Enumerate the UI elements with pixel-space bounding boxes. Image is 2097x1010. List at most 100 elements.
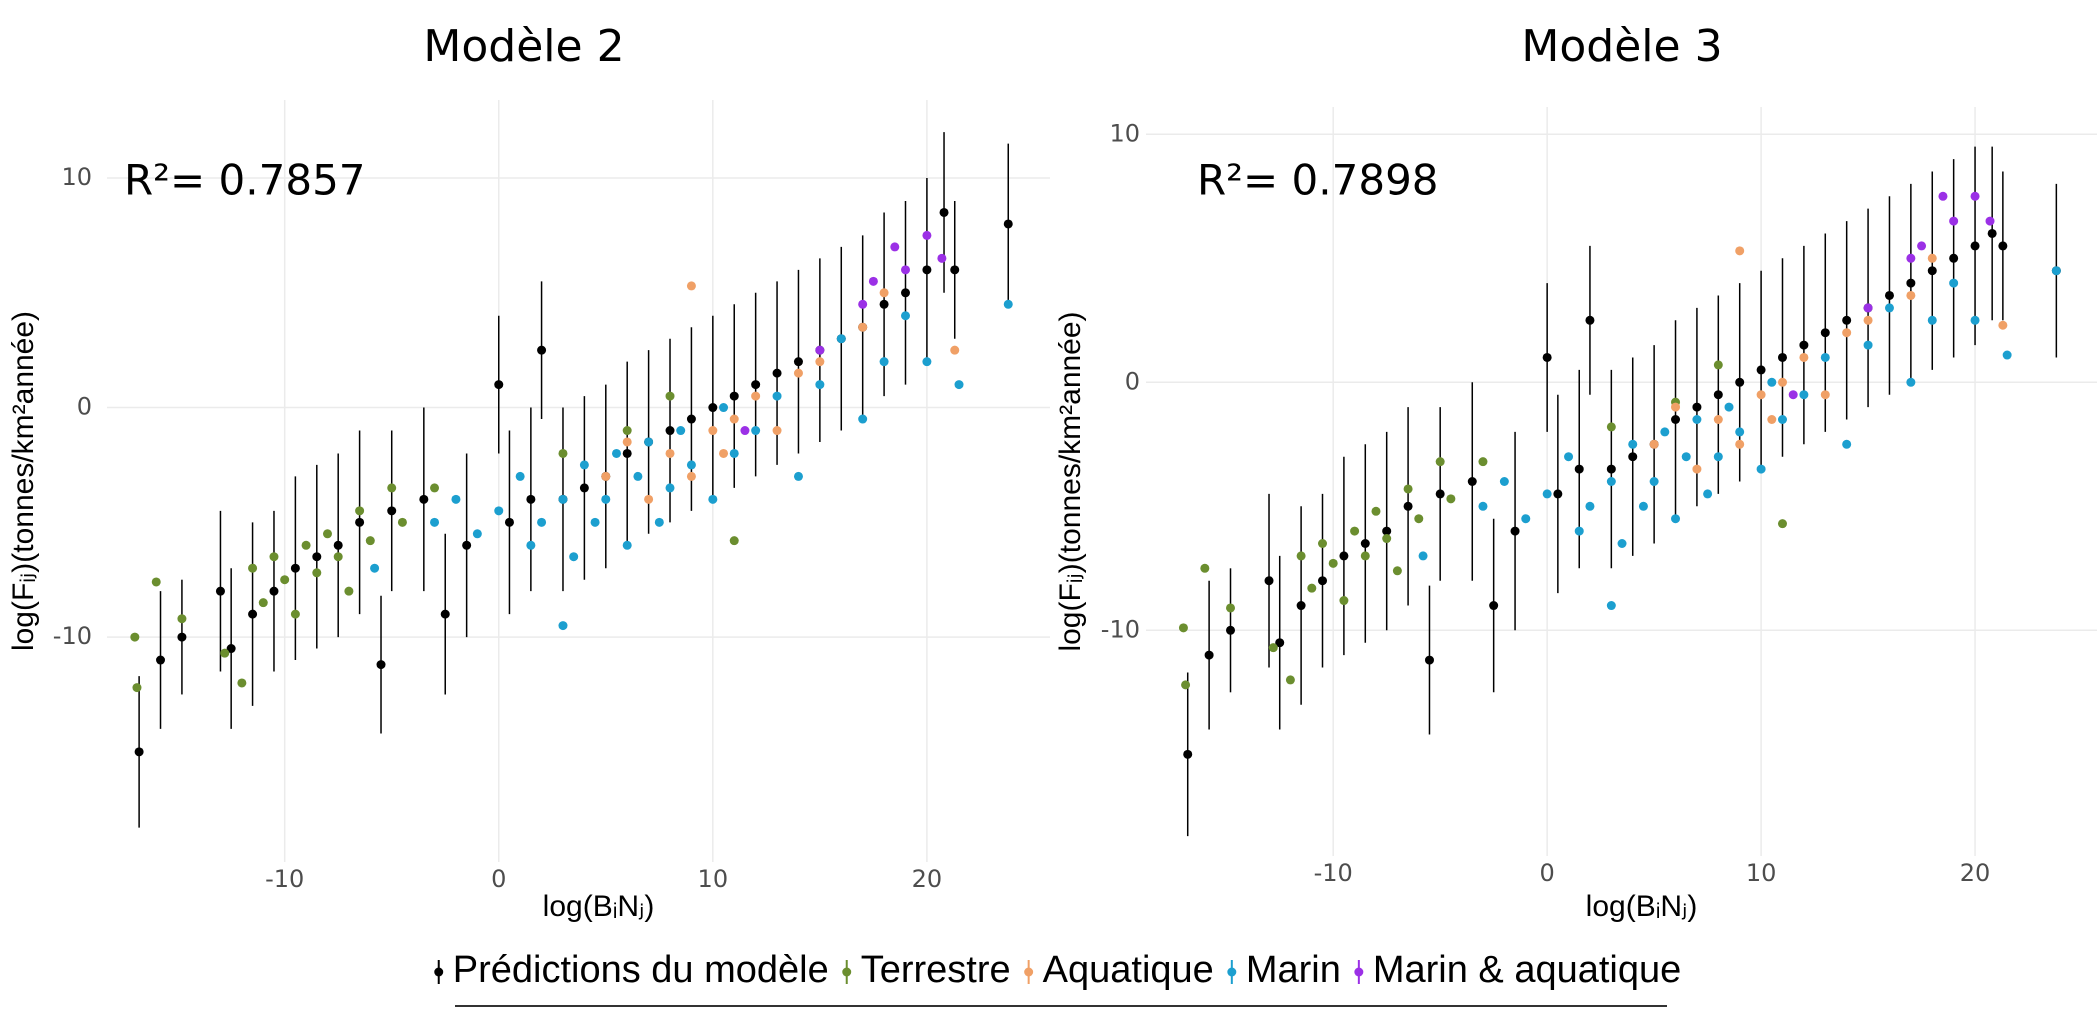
point <box>462 540 472 550</box>
point <box>258 598 268 608</box>
point <box>1756 365 1766 375</box>
x-axis-label: log(BᵢNⱼ) <box>543 890 655 923</box>
point <box>2051 266 2061 276</box>
point <box>793 357 803 367</box>
point <box>622 448 632 458</box>
point <box>355 506 365 516</box>
point <box>1671 414 1681 424</box>
point <box>1884 303 1894 313</box>
point <box>1713 390 1723 400</box>
point <box>922 357 932 367</box>
point <box>1360 551 1370 561</box>
point <box>772 368 782 378</box>
point <box>1820 352 1830 362</box>
y-axis-label: log(Fᵢⱼ)(tonnes/km²année) <box>1054 311 1087 651</box>
point <box>537 345 547 355</box>
point <box>1403 501 1413 511</box>
point <box>793 471 803 481</box>
point <box>579 460 589 470</box>
legend-label: Marin <box>1246 949 1341 991</box>
x-tick-label: 0 <box>1540 859 1555 887</box>
point <box>772 391 782 401</box>
point <box>430 483 440 493</box>
point <box>220 648 230 658</box>
point <box>365 536 375 546</box>
point <box>1906 377 1916 387</box>
point <box>312 552 322 562</box>
point <box>1949 253 1959 263</box>
point <box>950 265 960 275</box>
point <box>1178 623 1188 633</box>
point <box>1970 191 1980 201</box>
point <box>1296 601 1306 611</box>
point <box>601 494 611 504</box>
point <box>134 747 144 757</box>
x-tick-label: 20 <box>1960 859 1991 887</box>
point <box>237 678 247 688</box>
point <box>665 483 675 493</box>
point <box>1268 643 1278 653</box>
point <box>1226 625 1236 635</box>
point <box>1820 328 1830 338</box>
point <box>1927 266 1937 276</box>
point <box>879 357 889 367</box>
point <box>1998 320 2008 330</box>
point <box>1296 551 1306 561</box>
point <box>622 437 632 447</box>
point <box>1985 216 1995 226</box>
point <box>719 403 729 413</box>
point <box>1906 253 1916 263</box>
point <box>719 448 729 458</box>
point <box>633 471 643 481</box>
point <box>1414 514 1424 524</box>
point <box>1542 489 1552 499</box>
point <box>1863 340 1873 350</box>
point <box>1553 489 1563 499</box>
y-tick-label: -10 <box>1101 615 1140 643</box>
point <box>1987 228 1997 238</box>
point <box>793 368 803 378</box>
point <box>751 391 761 401</box>
point <box>1418 551 1428 561</box>
point <box>1204 650 1214 660</box>
point <box>751 426 761 436</box>
point <box>1735 439 1745 449</box>
point <box>1692 402 1702 412</box>
point <box>1606 422 1616 432</box>
point <box>1777 352 1787 362</box>
point <box>344 586 354 596</box>
point <box>1628 452 1638 462</box>
legend: Prédictions du modèle Terrestre Aquatique M… <box>434 949 1681 991</box>
point <box>686 414 696 424</box>
point <box>654 517 664 527</box>
point <box>1446 494 1456 504</box>
point <box>1842 328 1852 338</box>
point <box>1906 290 1916 300</box>
point <box>1927 253 1937 263</box>
point <box>1681 452 1691 462</box>
point <box>1478 501 1488 511</box>
point <box>939 207 949 217</box>
point <box>950 345 960 355</box>
legend-key <box>1024 967 1034 977</box>
point <box>1777 377 1787 387</box>
point <box>419 494 429 504</box>
point <box>937 253 947 263</box>
point <box>836 334 846 344</box>
point <box>387 506 397 516</box>
y-tick-label: -10 <box>53 622 92 650</box>
legend-key <box>434 967 444 977</box>
point <box>686 471 696 481</box>
point <box>472 529 482 539</box>
point <box>1735 246 1745 256</box>
point <box>1542 352 1552 362</box>
point <box>729 391 739 401</box>
y-tick-label: 0 <box>1125 367 1140 395</box>
point <box>397 517 407 527</box>
x-tick-label: 20 <box>912 865 943 893</box>
point <box>1649 439 1659 449</box>
point <box>1638 501 1648 511</box>
point <box>1585 501 1595 511</box>
point <box>269 586 279 596</box>
point <box>1863 303 1873 313</box>
